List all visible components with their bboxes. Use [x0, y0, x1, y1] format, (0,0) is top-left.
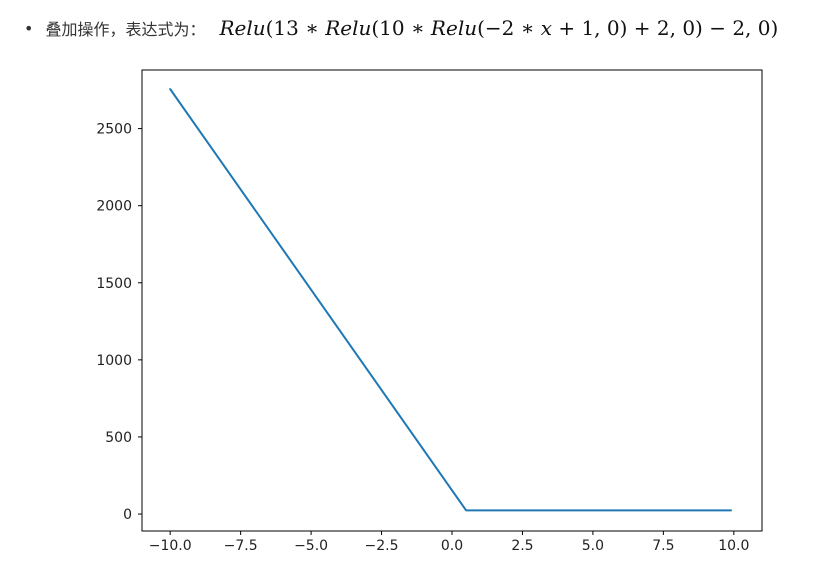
- formula-part: Relu: [430, 16, 478, 40]
- x-tick-label: −2.5: [365, 538, 399, 554]
- x-tick-label: 5.0: [582, 538, 604, 554]
- formula-part: Relu: [219, 16, 266, 40]
- y-tick-label: 0: [123, 507, 132, 523]
- x-tick-label: 10.0: [718, 538, 749, 554]
- x-tick-label: −5.0: [294, 538, 328, 554]
- formula-part: Relu: [325, 16, 372, 40]
- formula-part: (13 ∗: [265, 16, 326, 40]
- caption-label: 叠加操作，表达式为：: [45, 20, 206, 39]
- y-tick-label: 500: [105, 430, 132, 446]
- x-tick-label: −7.5: [224, 538, 258, 554]
- x-tick-label: −10.0: [149, 538, 192, 554]
- formula: Relu(13 ∗ Relu(10 ∗ Relu(−2 ∗ x + 1, 0) …: [219, 16, 778, 40]
- y-tick-label: 1500: [96, 276, 132, 292]
- series-line: [169, 88, 732, 512]
- formula-part: (−2 ∗: [477, 16, 541, 40]
- formula-part: (10 ∗: [371, 16, 431, 40]
- caption: • 叠加操作，表达式为： Relu(13 ∗ Relu(10 ∗ Relu(−2…: [24, 12, 778, 44]
- formula-part: x: [540, 16, 552, 40]
- bullet-marker: •: [24, 18, 34, 38]
- y-tick-label: 1000: [96, 353, 132, 369]
- y-tick-label: 2500: [96, 122, 132, 138]
- y-tick-label: 2000: [96, 199, 132, 215]
- x-tick-label: 7.5: [652, 538, 674, 554]
- formula-part: + 1, 0) + 2, 0) − 2, 0): [551, 16, 779, 40]
- plot-frame: [141, 69, 763, 532]
- x-tick-label: 2.5: [511, 538, 533, 554]
- x-tick-label: 0.0: [441, 538, 463, 554]
